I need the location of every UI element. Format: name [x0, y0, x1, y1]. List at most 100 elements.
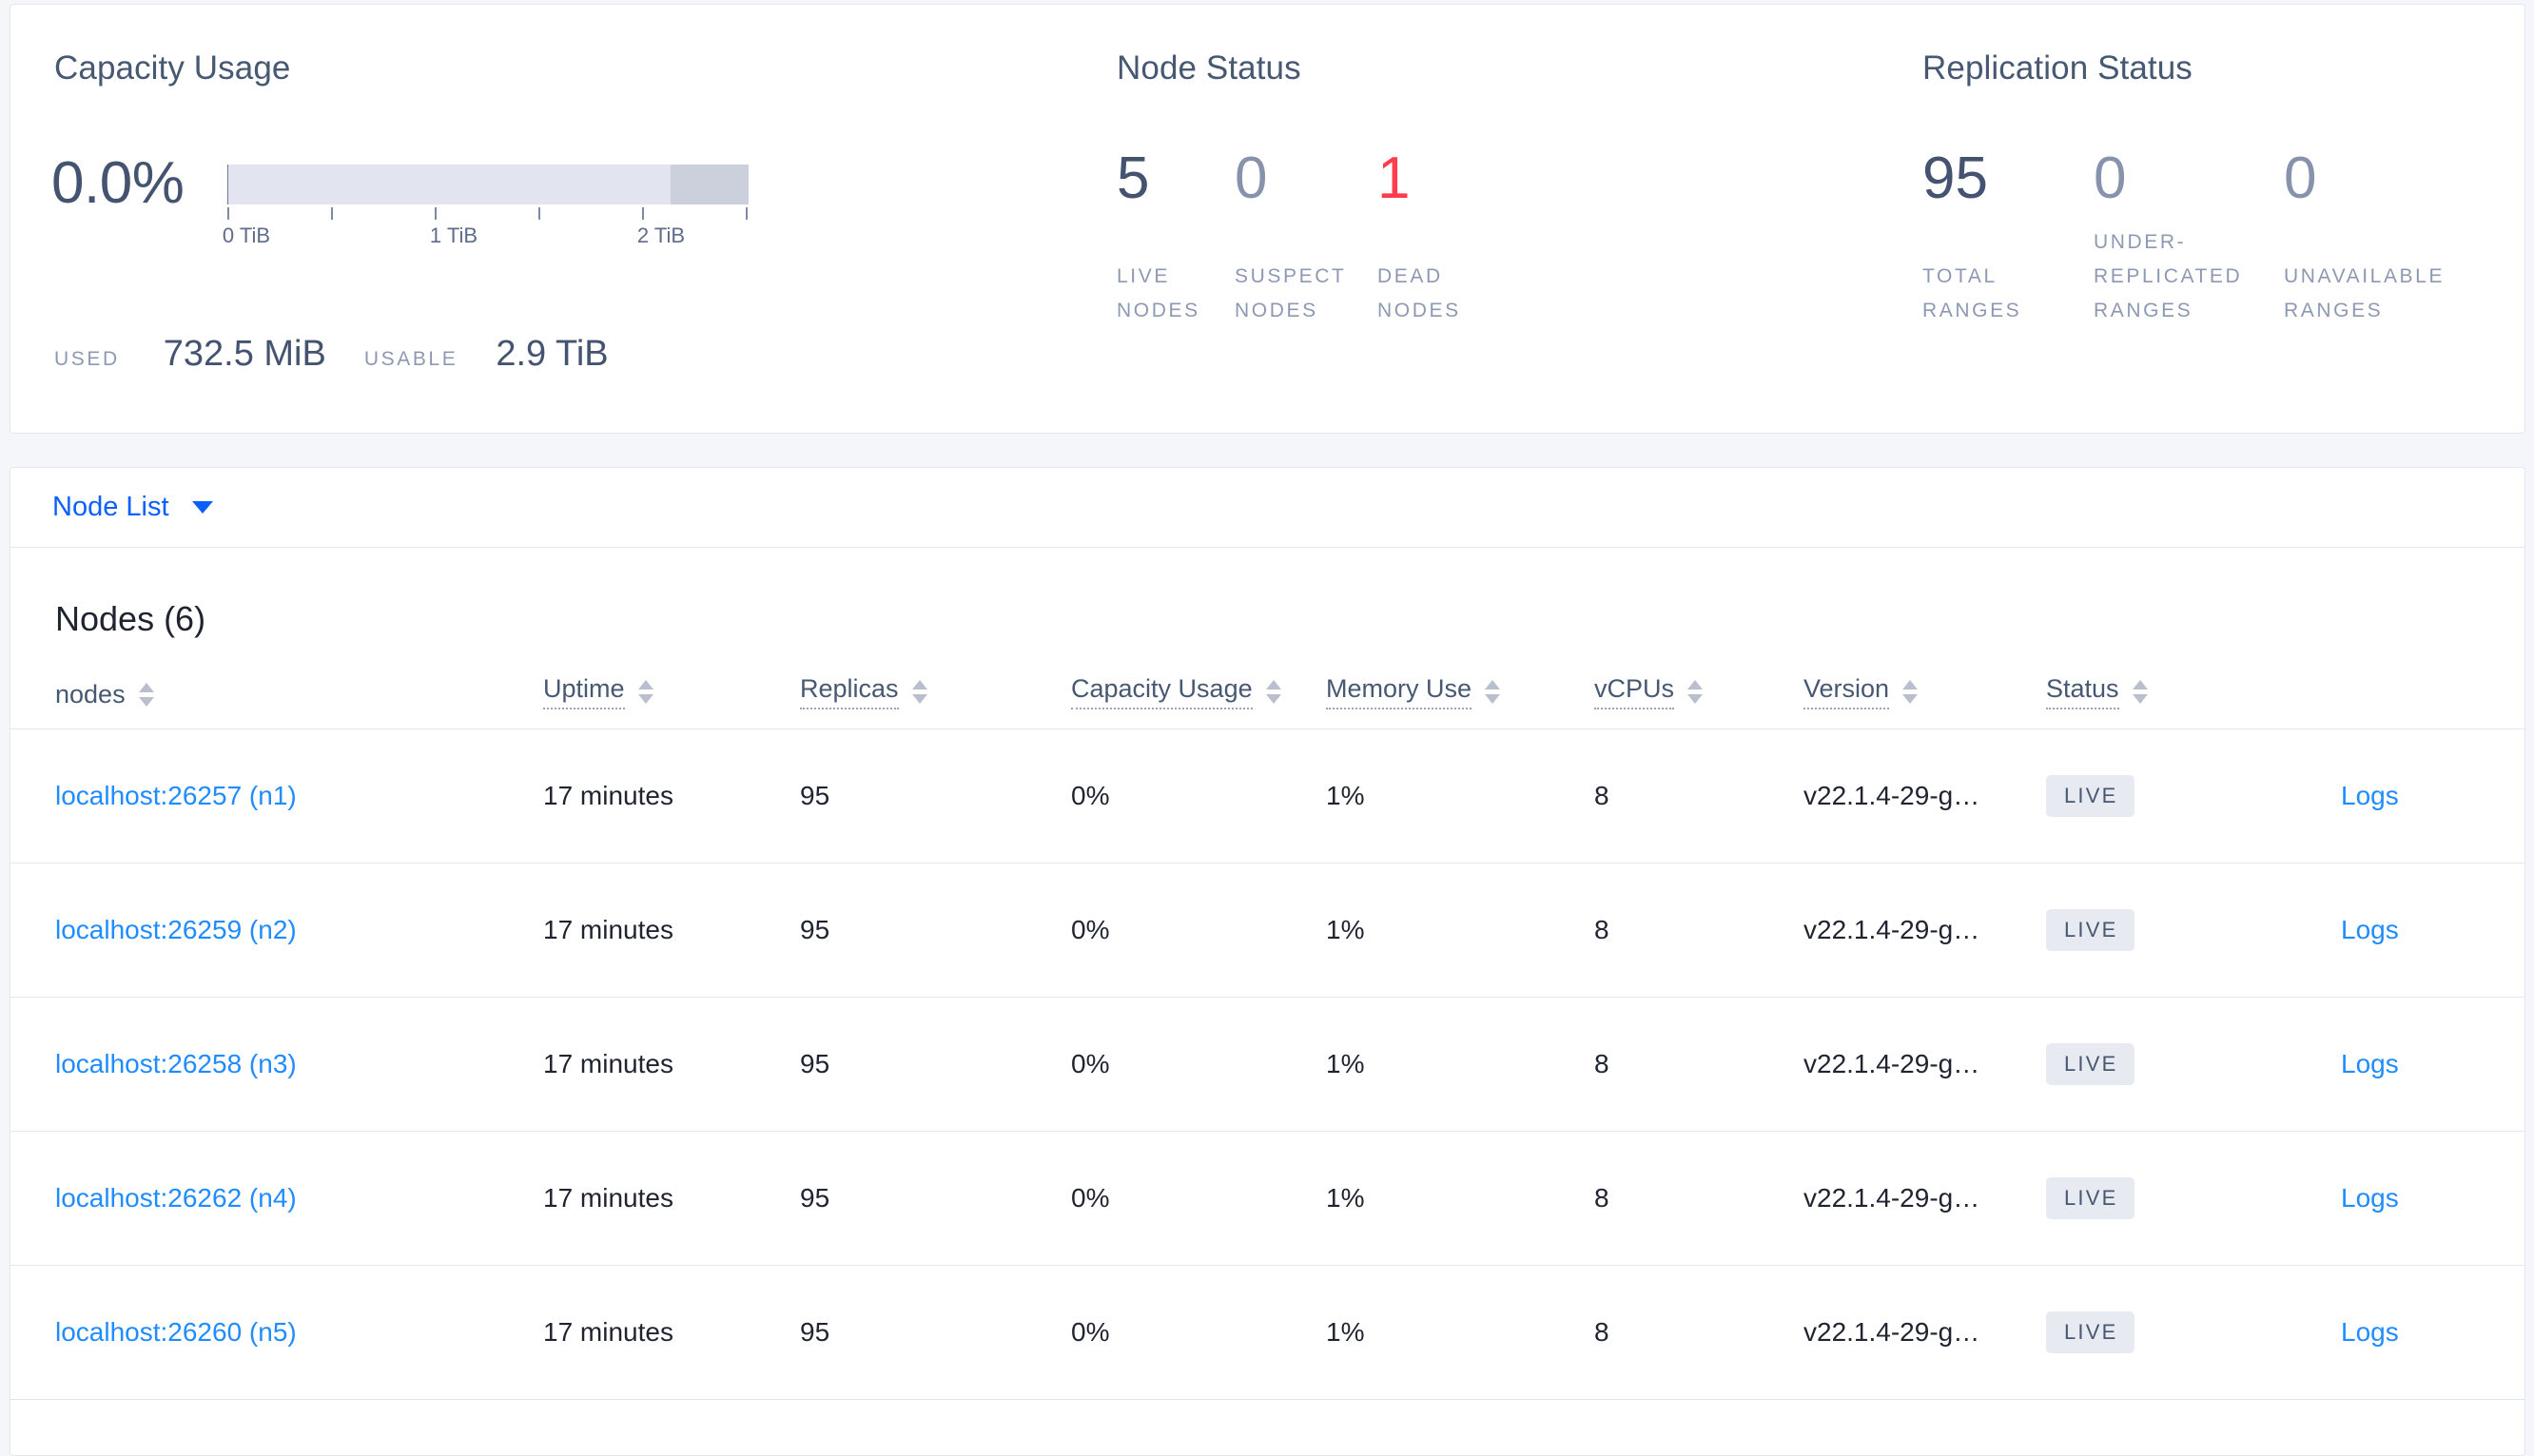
table-header-row: nodes Uptime R [10, 674, 2525, 729]
stat-unavailable-ranges: 0 UNAVAILABLE RANGES [2284, 149, 2474, 208]
sort-icon[interactable] [912, 680, 927, 704]
usable-label: USABLE [364, 348, 458, 371]
cluster-summary-card: Capacity Usage 0.0% 0 TiB 1 TiB 2 TiB US… [10, 4, 2525, 434]
vcpus-cell: 8 [1594, 1266, 1803, 1400]
memory-use-cell: 1% [1326, 1132, 1594, 1266]
column-header-version[interactable]: Version [1803, 674, 2046, 729]
capacity-usage-cell: 0% [1071, 729, 1326, 864]
capacity-bar-other-segment [671, 165, 749, 204]
vcpus-cell: 8 [1594, 998, 1803, 1132]
used-value: 732.5 MiB [164, 334, 326, 375]
axis-tick [435, 207, 437, 220]
sort-icon[interactable] [139, 683, 154, 707]
unavailable-ranges-label: UNAVAILABLE RANGES [2284, 260, 2445, 328]
unavailable-ranges-value: 0 [2284, 149, 2474, 208]
table-row: localhost:26257 (n1) 17 minutes 95 0% 1%… [10, 729, 2525, 864]
replicas-cell: 95 [800, 729, 1071, 864]
version-cell: v22.1.4-29-g… [1803, 1266, 2046, 1400]
memory-use-cell: 1% [1326, 998, 1594, 1132]
column-header-uptime[interactable]: Uptime [543, 674, 800, 729]
column-header-nodes[interactable]: nodes [10, 674, 543, 729]
status-badge: LIVE [2046, 1311, 2134, 1353]
logs-cell: Logs [2298, 864, 2525, 998]
label-line-2: RANGES [1922, 294, 2021, 328]
table-row: localhost:26262 (n4) 17 minutes 95 0% 1%… [10, 1132, 2525, 1266]
nodes-section-title: Nodes (6) [55, 599, 2524, 639]
node-list-dropdown[interactable]: Node List [52, 492, 213, 523]
logs-link[interactable]: Logs [2341, 781, 2399, 810]
memory-use-cell: 1% [1326, 864, 1594, 998]
column-header-label: Status [2046, 674, 2119, 709]
column-header-capacity-usage[interactable]: Capacity Usage [1071, 674, 1326, 729]
label-line-1: TOTAL [1922, 260, 2021, 294]
status-cell: LIVE [2046, 1132, 2298, 1266]
label-line-1: DEAD [1377, 260, 1461, 294]
table-row: localhost:26260 (n5) 17 minutes 95 0% 1%… [10, 1266, 2525, 1400]
version-cell: v22.1.4-29-g… [1803, 998, 2046, 1132]
sort-icon[interactable] [1266, 680, 1281, 704]
logs-link[interactable]: Logs [2341, 1183, 2399, 1213]
used-label: USED [54, 348, 120, 371]
node-list-dropdown-label: Node List [52, 492, 169, 523]
capacity-legend: USED 732.5 MiB USABLE 2.9 TiB [54, 334, 609, 375]
column-header-label: Version [1803, 674, 1889, 709]
column-header-label: Replicas [800, 674, 899, 709]
table-row: localhost:26258 (n3) 17 minutes 95 0% 1%… [10, 998, 2525, 1132]
axis-tick-label-0: 0 TiB [223, 223, 270, 248]
status-cell: LIVE [2046, 998, 2298, 1132]
node-link[interactable]: localhost:26262 (n4) [55, 1183, 297, 1213]
uptime-cell: 17 minutes [543, 1132, 800, 1266]
stat-total-ranges: 95 TOTAL RANGES [1922, 149, 2094, 208]
status-badge: LIVE [2046, 909, 2134, 951]
sort-icon[interactable] [1902, 680, 1918, 704]
logs-cell: Logs [2298, 1132, 2525, 1266]
column-header-status[interactable]: Status [2046, 674, 2298, 729]
status-badge: LIVE [2046, 1043, 2134, 1085]
logs-cell: Logs [2298, 729, 2525, 864]
node-link[interactable]: localhost:26257 (n1) [55, 781, 297, 810]
column-header-vcpus[interactable]: vCPUs [1594, 674, 1803, 729]
axis-tick [227, 207, 229, 220]
node-status-stats: 5 LIVE NODES 0 SUSPECT NODES 1 DEAD NODE… [1117, 149, 1530, 208]
sort-icon[interactable] [1687, 680, 1703, 704]
total-ranges-label: TOTAL RANGES [1922, 260, 2021, 328]
capacity-usage-cell: 0% [1071, 998, 1326, 1132]
logs-link[interactable]: Logs [2341, 915, 2399, 944]
capacity-axis: 0 TiB 1 TiB 2 TiB [227, 207, 749, 251]
node-list-card: Node List Nodes (6) nodes [10, 467, 2525, 1456]
column-header-label: vCPUs [1594, 674, 1674, 709]
label-line-2: NODES [1377, 294, 1461, 328]
label-line-1: UNAVAILABLE [2284, 260, 2445, 294]
version-cell: v22.1.4-29-g… [1803, 729, 2046, 864]
label-line-0: UNDER- [2094, 225, 2242, 260]
sort-icon[interactable] [2133, 680, 2148, 704]
node-address-cell: localhost:26262 (n4) [10, 1132, 543, 1266]
node-address-cell: localhost:26259 (n2) [10, 864, 543, 998]
column-header-memory-use[interactable]: Memory Use [1326, 674, 1594, 729]
sort-icon[interactable] [638, 680, 653, 704]
chevron-down-icon [192, 501, 213, 514]
table-row: localhost:26259 (n2) 17 minutes 95 0% 1%… [10, 864, 2525, 998]
replication-status-stats: 95 TOTAL RANGES 0 UNDER- REPLICATED RANG… [1922, 149, 2474, 208]
version-cell: v22.1.4-29-g… [1803, 864, 2046, 998]
uptime-cell: 17 minutes [543, 1266, 800, 1400]
column-header-label: Memory Use [1326, 674, 1472, 709]
node-link[interactable]: localhost:26260 (n5) [55, 1317, 297, 1347]
vcpus-cell: 8 [1594, 729, 1803, 864]
node-link[interactable]: localhost:26259 (n2) [55, 915, 297, 944]
node-status-title: Node Status [1117, 49, 1301, 87]
axis-tick-label-2: 2 TiB [637, 223, 685, 248]
label-line-1: SUSPECT [1235, 260, 1346, 294]
sort-icon[interactable] [1485, 680, 1500, 704]
logs-cell: Logs [2298, 998, 2525, 1132]
replication-status-panel: Replication Status 95 TOTAL RANGES 0 UND… [1922, 5, 2531, 433]
node-link[interactable]: localhost:26258 (n3) [55, 1049, 297, 1078]
logs-link[interactable]: Logs [2341, 1317, 2399, 1347]
logs-link[interactable]: Logs [2341, 1049, 2399, 1078]
column-header-replicas[interactable]: Replicas [800, 674, 1071, 729]
dead-nodes-label: DEAD NODES [1377, 260, 1461, 328]
column-header-label: Capacity Usage [1071, 674, 1253, 709]
uptime-cell: 17 minutes [543, 729, 800, 864]
stat-dead-nodes: 1 DEAD NODES [1377, 149, 1530, 208]
axis-tick-label-1: 1 TiB [430, 223, 478, 248]
